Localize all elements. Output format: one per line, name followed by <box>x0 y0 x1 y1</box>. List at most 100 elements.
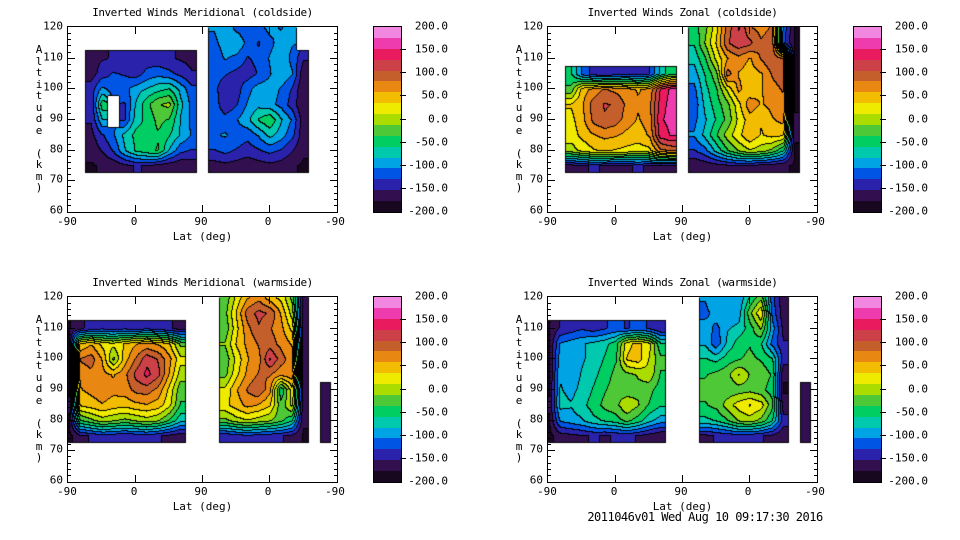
colorbar-label: -50.0 <box>894 135 928 149</box>
y-tick-mark <box>68 58 75 59</box>
y-tick-label: 70 <box>529 172 543 186</box>
colorbar-tick-mark <box>400 188 406 189</box>
y-tick-mark <box>334 432 337 433</box>
colorbar-band <box>854 59 881 71</box>
y-tick-mark <box>334 414 337 415</box>
plot-title: Inverted Winds Zonal (coldside) <box>587 6 778 19</box>
y-tick-mark <box>68 205 71 206</box>
y-tick-mark <box>810 150 817 151</box>
y-tick-mark <box>814 377 817 378</box>
y-tick-mark <box>548 144 551 145</box>
y-tick-mark <box>68 52 71 53</box>
panel-zonal-coldside: Inverted Winds Zonal (coldside) A l t i … <box>480 0 960 270</box>
x-tick-mark <box>615 205 616 212</box>
y-tick-mark <box>814 76 817 77</box>
y-tick-mark <box>814 315 817 316</box>
y-tick-mark <box>334 322 337 323</box>
colorbar-band <box>374 201 401 212</box>
y-tick-mark <box>814 414 817 415</box>
y-tick-mark <box>334 94 337 95</box>
colorbar-label: -100.0 <box>888 428 928 442</box>
y-tick-mark <box>548 328 555 329</box>
colorbar-tick-mark <box>400 165 406 166</box>
colorbar-label: 100.0 <box>414 335 448 349</box>
colorbar-band <box>854 103 881 114</box>
y-tick-mark <box>68 193 71 194</box>
colorbar-band <box>854 394 881 406</box>
colorbar <box>853 296 882 483</box>
y-tick-mark <box>548 205 551 206</box>
y-tick-mark <box>68 82 71 83</box>
y-tick-mark <box>334 444 337 445</box>
colorbar-band <box>854 201 881 212</box>
y-tick-mark <box>548 401 551 402</box>
y-tick-mark <box>334 401 337 402</box>
y-tick-mark <box>334 340 337 341</box>
colorbar-label: -50.0 <box>414 135 448 149</box>
colorbar-band <box>374 362 401 374</box>
y-tick-mark <box>334 205 337 206</box>
y-tick-mark <box>810 328 817 329</box>
y-tick-mark <box>334 174 337 175</box>
x-tick-label: 90 <box>194 485 208 498</box>
x-tick-mark <box>749 297 750 304</box>
x-tick-label: 0 <box>130 215 138 228</box>
y-tick-mark <box>68 450 75 451</box>
y-tick-mark <box>68 426 71 427</box>
colorbar-tick-mark <box>400 142 406 143</box>
colorbar-band <box>374 394 401 406</box>
y-tick-mark <box>814 205 817 206</box>
colorbar-band <box>854 416 881 428</box>
y-tick-mark <box>814 131 817 132</box>
y-tick-mark <box>330 358 337 359</box>
colorbar-label: -200.0 <box>888 474 928 488</box>
colorbar-label: -100.0 <box>408 428 448 442</box>
colorbar-band <box>374 59 401 71</box>
y-tick-mark <box>548 420 555 421</box>
y-tick-mark <box>68 88 75 89</box>
y-tick-mark <box>334 315 337 316</box>
contour-field-canvas <box>548 297 817 482</box>
y-tick-mark <box>810 119 817 120</box>
y-tick-mark <box>814 107 817 108</box>
x-tick-mark <box>615 27 616 34</box>
colorbar-band <box>854 179 881 191</box>
panel-meridional-warmside: Inverted Winds Meridional (warmside) A l… <box>0 270 480 540</box>
colorbar-band <box>854 329 881 341</box>
x-tick-mark <box>615 475 616 482</box>
y-tick-mark <box>68 45 71 46</box>
y-tick-mark <box>814 52 817 53</box>
y-tick-mark <box>814 303 817 304</box>
colorbar-tick-mark <box>880 95 886 96</box>
y-tick-mark <box>810 88 817 89</box>
colorbar-band <box>374 81 401 93</box>
y-tick-mark <box>814 469 817 470</box>
y-tick-mark <box>334 76 337 77</box>
y-tick-mark <box>68 180 75 181</box>
y-tick-mark <box>548 64 551 65</box>
y-tick-mark <box>68 107 71 108</box>
y-tick-mark <box>68 101 71 102</box>
x-tick-mark <box>135 297 136 304</box>
contour-field-canvas <box>68 297 337 482</box>
colorbar-band <box>374 48 401 60</box>
colorbar-band <box>854 307 881 319</box>
y-tick-mark <box>548 469 551 470</box>
colorbar-band <box>854 351 881 363</box>
y-tick-mark <box>548 45 551 46</box>
colorbar-tick-mark <box>880 435 886 436</box>
y-tick-mark <box>814 340 817 341</box>
y-tick-mark <box>334 144 337 145</box>
y-tick-mark <box>548 33 551 34</box>
y-tick-label: 90 <box>529 381 543 395</box>
y-tick-mark <box>548 193 551 194</box>
colorbar-band <box>374 449 401 461</box>
y-tick-mark <box>548 39 551 40</box>
y-tick-label: 60 <box>529 473 543 487</box>
colorbar-band <box>854 48 881 60</box>
y-tick-mark <box>334 475 337 476</box>
y-tick-mark <box>68 199 71 200</box>
colorbar <box>373 26 402 213</box>
y-tick-label: 80 <box>49 412 63 426</box>
